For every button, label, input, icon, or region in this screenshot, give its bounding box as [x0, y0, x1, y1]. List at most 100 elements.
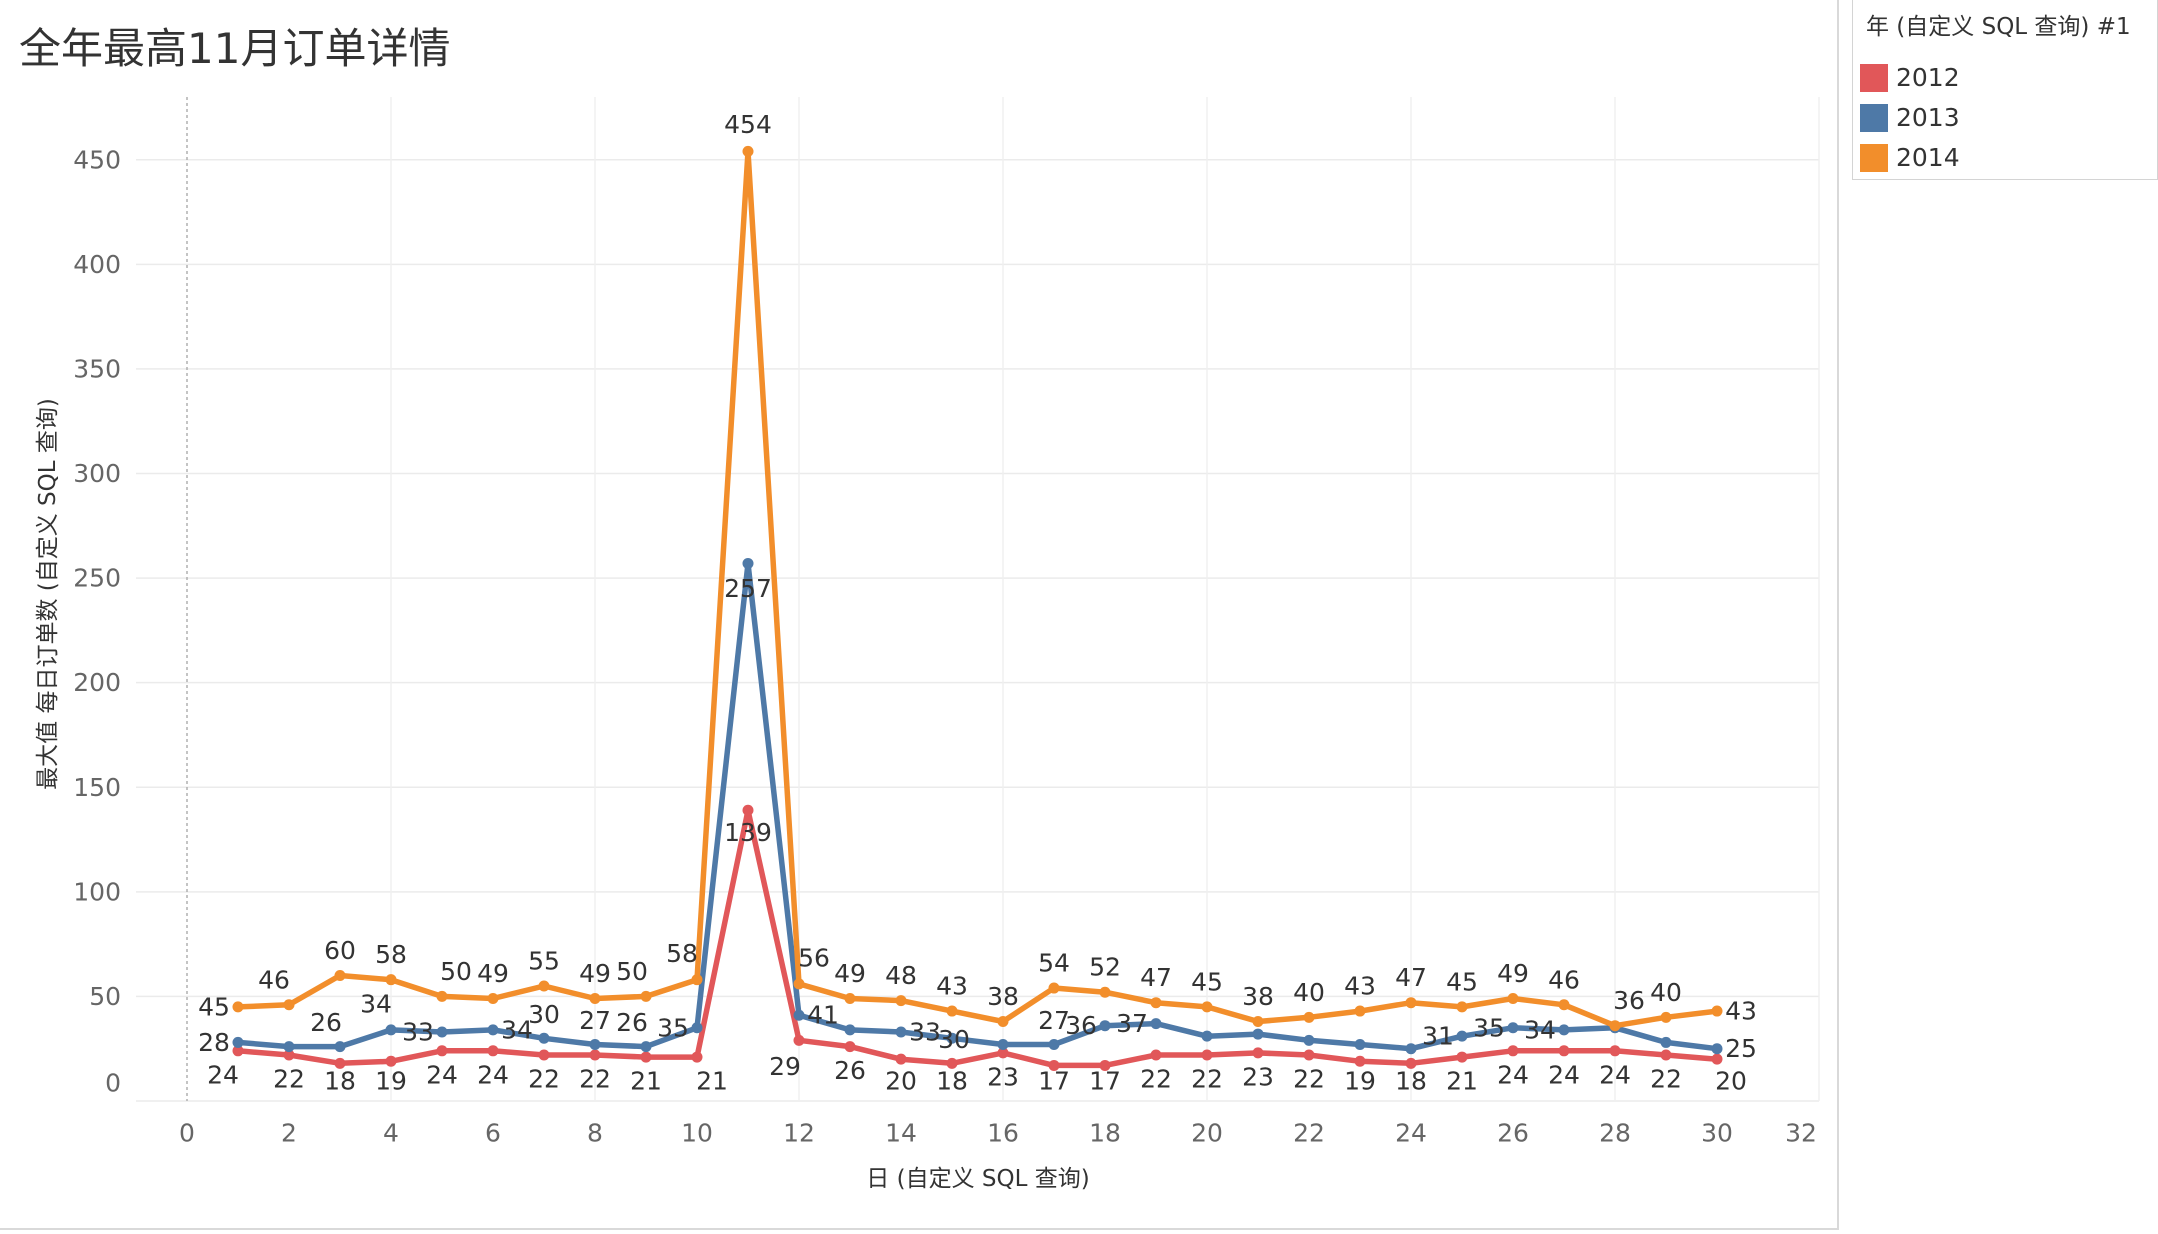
data-point[interactable]: [1354, 1039, 1366, 1051]
data-point[interactable]: [487, 1045, 499, 1057]
data-point[interactable]: [1048, 1039, 1060, 1051]
data-point[interactable]: [1150, 1049, 1162, 1061]
data-point[interactable]: [742, 804, 754, 816]
data-point[interactable]: [1048, 1059, 1060, 1071]
data-point[interactable]: [1099, 986, 1111, 998]
data-point[interactable]: [1201, 1001, 1213, 1013]
data-point[interactable]: [844, 1041, 856, 1053]
data-point[interactable]: [1711, 1053, 1723, 1065]
data-point[interactable]: [1456, 1030, 1468, 1042]
data-point[interactable]: [1099, 1059, 1111, 1071]
data-point[interactable]: [742, 557, 754, 569]
data-point[interactable]: [946, 1032, 958, 1044]
data-label: 49: [579, 959, 611, 988]
data-point[interactable]: [1099, 1020, 1111, 1032]
data-point[interactable]: [334, 1057, 346, 1069]
data-point[interactable]: [385, 1055, 397, 1067]
data-point[interactable]: [487, 993, 499, 1005]
data-point[interactable]: [1558, 999, 1570, 1011]
data-point[interactable]: [1150, 997, 1162, 1009]
data-point[interactable]: [1405, 1043, 1417, 1055]
data-point[interactable]: [487, 1024, 499, 1036]
data-point[interactable]: [997, 1016, 1009, 1028]
data-point[interactable]: [946, 1057, 958, 1069]
data-point[interactable]: [691, 1051, 703, 1063]
data-point[interactable]: [1660, 1049, 1672, 1061]
data-point[interactable]: [1507, 1022, 1519, 1034]
data-point[interactable]: [436, 990, 448, 1002]
data-point[interactable]: [1303, 1011, 1315, 1023]
data-point[interactable]: [742, 145, 754, 157]
data-point[interactable]: [1405, 1057, 1417, 1069]
data-point[interactable]: [436, 1045, 448, 1057]
legend-item[interactable]: 2013: [1860, 104, 1960, 132]
data-point[interactable]: [538, 980, 550, 992]
data-point[interactable]: [1303, 1049, 1315, 1061]
data-point[interactable]: [1201, 1030, 1213, 1042]
data-point[interactable]: [895, 1026, 907, 1038]
data-point[interactable]: [538, 1032, 550, 1044]
data-point[interactable]: [1558, 1024, 1570, 1036]
data-point[interactable]: [793, 1009, 805, 1021]
data-point[interactable]: [640, 990, 652, 1002]
data-label: 40: [1293, 978, 1325, 1007]
data-point[interactable]: [232, 1036, 244, 1048]
data-point[interactable]: [1252, 1016, 1264, 1028]
data-point[interactable]: [589, 1049, 601, 1061]
data-point[interactable]: [1609, 1045, 1621, 1057]
data-point[interactable]: [334, 970, 346, 981]
data-point[interactable]: [691, 1022, 703, 1034]
data-point[interactable]: [1354, 1055, 1366, 1067]
data-point[interactable]: [1150, 1018, 1162, 1030]
data-label: 34: [501, 1015, 533, 1044]
data-point[interactable]: [232, 1001, 244, 1013]
data-point[interactable]: [1201, 1049, 1213, 1061]
data-point[interactable]: [1048, 982, 1060, 994]
data-point[interactable]: [997, 1039, 1009, 1051]
data-point[interactable]: [640, 1051, 652, 1063]
data-point[interactable]: [283, 1041, 295, 1053]
data-point[interactable]: [1405, 997, 1417, 1009]
data-point[interactable]: [232, 1045, 244, 1057]
data-point[interactable]: [334, 1041, 346, 1053]
data-label: 46: [1548, 965, 1580, 994]
data-point[interactable]: [1660, 1036, 1672, 1048]
legend-swatch: [1860, 104, 1888, 132]
legend-item[interactable]: 2014: [1860, 144, 1960, 172]
data-point[interactable]: [1660, 1011, 1672, 1023]
data-point[interactable]: [1711, 1005, 1723, 1017]
data-point[interactable]: [436, 1026, 448, 1038]
data-point[interactable]: [1303, 1034, 1315, 1046]
data-point[interactable]: [283, 1049, 295, 1061]
data-point[interactable]: [895, 1053, 907, 1065]
data-point[interactable]: [1456, 1001, 1468, 1013]
data-label: 23: [987, 1062, 1019, 1091]
data-point[interactable]: [283, 999, 295, 1011]
legend-swatch: [1860, 144, 1888, 172]
data-point[interactable]: [1456, 1051, 1468, 1063]
data-point[interactable]: [895, 995, 907, 1007]
data-point[interactable]: [1354, 1005, 1366, 1017]
data-point[interactable]: [844, 993, 856, 1005]
data-point[interactable]: [1558, 1045, 1570, 1057]
data-point[interactable]: [691, 974, 703, 986]
data-point[interactable]: [1252, 1028, 1264, 1040]
data-point[interactable]: [1507, 1045, 1519, 1057]
data-point[interactable]: [844, 1024, 856, 1036]
data-point[interactable]: [538, 1049, 550, 1061]
data-point[interactable]: [793, 1034, 805, 1046]
data-point[interactable]: [589, 1039, 601, 1051]
data-point[interactable]: [946, 1005, 958, 1017]
data-point[interactable]: [640, 1041, 652, 1053]
data-point[interactable]: [385, 1024, 397, 1036]
data-point[interactable]: [793, 978, 805, 990]
data-point[interactable]: [589, 993, 601, 1005]
data-point[interactable]: [997, 1047, 1009, 1059]
data-point[interactable]: [1252, 1047, 1264, 1059]
legend-item[interactable]: 2012: [1860, 64, 1960, 92]
data-point[interactable]: [385, 974, 397, 986]
data-point[interactable]: [1609, 1020, 1621, 1032]
data-point[interactable]: [1711, 1043, 1723, 1055]
data-point[interactable]: [1507, 993, 1519, 1005]
series-line: [235, 560, 1720, 1052]
